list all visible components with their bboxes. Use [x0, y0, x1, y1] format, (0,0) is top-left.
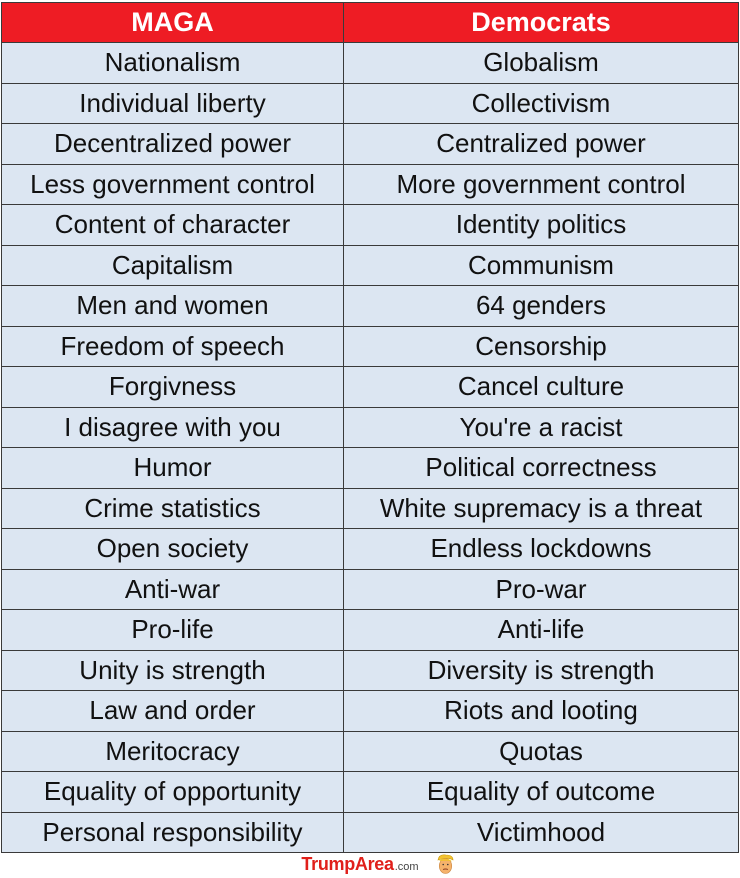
cell-democrats: More government control [343, 163, 739, 205]
cell-democrats: Riots and looting [343, 690, 739, 732]
table-row: Meritocracy Quotas [1, 730, 739, 772]
table-row: Open society Endless lockdowns [1, 528, 739, 570]
cell-democrats: Identity politics [343, 204, 739, 246]
table-row: Capitalism Communism [1, 244, 739, 286]
table-row: I disagree with you You're a racist [1, 406, 739, 448]
cell-democrats: Victimhood [343, 811, 739, 853]
table-row: Anti-war Pro-war [1, 568, 739, 610]
cell-democrats: Diversity is strength [343, 649, 739, 691]
cell-democrats: White supremacy is a threat [343, 487, 739, 529]
cell-maga: Nationalism [1, 42, 344, 84]
cell-democrats: Communism [343, 244, 739, 286]
table-row: Less government control More government … [1, 163, 739, 205]
cell-democrats: 64 genders [343, 285, 739, 327]
header-maga: MAGA [1, 2, 344, 43]
cell-maga: Men and women [1, 285, 344, 327]
table-row: Individual liberty Collectivism [1, 82, 739, 124]
table-row: Pro-life Anti-life [1, 609, 739, 651]
table-row: Men and women 64 genders [1, 285, 739, 327]
brand-logo-text: TrumpArea .com [301, 854, 418, 875]
table-row: Humor Political correctness [1, 447, 739, 489]
table-row: Law and order Riots and looting [1, 690, 739, 732]
cell-maga: Humor [1, 447, 344, 489]
cell-democrats: Cancel culture [343, 366, 739, 408]
cell-maga: Pro-life [1, 609, 344, 651]
cell-democrats: Collectivism [343, 82, 739, 124]
table-row: Decentralized power Centralized power [1, 123, 739, 165]
table-row: Equality of opportunity Equality of outc… [1, 771, 739, 813]
brand-name: TrumpArea [301, 853, 394, 874]
cell-maga: Content of character [1, 204, 344, 246]
table-row: Nationalism Globalism [1, 42, 739, 84]
cell-democrats: You're a racist [343, 406, 739, 448]
cell-democrats: Censorship [343, 325, 739, 367]
header-democrats: Democrats [343, 2, 739, 43]
cell-maga: Freedom of speech [1, 325, 344, 367]
table-row: Forgivness Cancel culture [1, 366, 739, 408]
header-row: MAGA Democrats [1, 2, 739, 43]
cell-maga: Decentralized power [1, 123, 344, 165]
cell-maga: Individual liberty [1, 82, 344, 124]
cell-maga: Equality of opportunity [1, 771, 344, 813]
cell-democrats: Globalism [343, 42, 739, 84]
cell-democrats: Equality of outcome [343, 771, 739, 813]
footer-watermark: TrumpArea .com [0, 850, 740, 878]
cell-democrats: Anti-life [343, 609, 739, 651]
table-row: Content of character Identity politics [1, 204, 739, 246]
cell-maga: Personal responsibility [1, 811, 344, 853]
cell-maga: Meritocracy [1, 730, 344, 772]
cell-maga: Crime statistics [1, 487, 344, 529]
cell-maga: Anti-war [1, 568, 344, 610]
cell-maga: Open society [1, 528, 344, 570]
table-row: Freedom of speech Censorship [1, 325, 739, 367]
brand-suffix: .com [394, 860, 419, 873]
table-row: Personal responsibility Victimhood [1, 811, 739, 853]
table-row: Unity is strength Diversity is strength [1, 649, 739, 691]
comparison-table: MAGA Democrats Nationalism Globalism Ind… [1, 2, 739, 853]
cell-maga: Capitalism [1, 244, 344, 286]
cell-democrats: Quotas [343, 730, 739, 772]
trump-face-icon [437, 854, 453, 874]
table-row: Crime statistics White supremacy is a th… [1, 487, 739, 529]
cell-maga: I disagree with you [1, 406, 344, 448]
cell-democrats: Centralized power [343, 123, 739, 165]
cell-maga: Unity is strength [1, 649, 344, 691]
cell-democrats: Political correctness [343, 447, 739, 489]
cell-maga: Law and order [1, 690, 344, 732]
cell-democrats: Endless lockdowns [343, 528, 739, 570]
cell-maga: Forgivness [1, 366, 344, 408]
cell-maga: Less government control [1, 163, 344, 205]
cell-democrats: Pro-war [343, 568, 739, 610]
